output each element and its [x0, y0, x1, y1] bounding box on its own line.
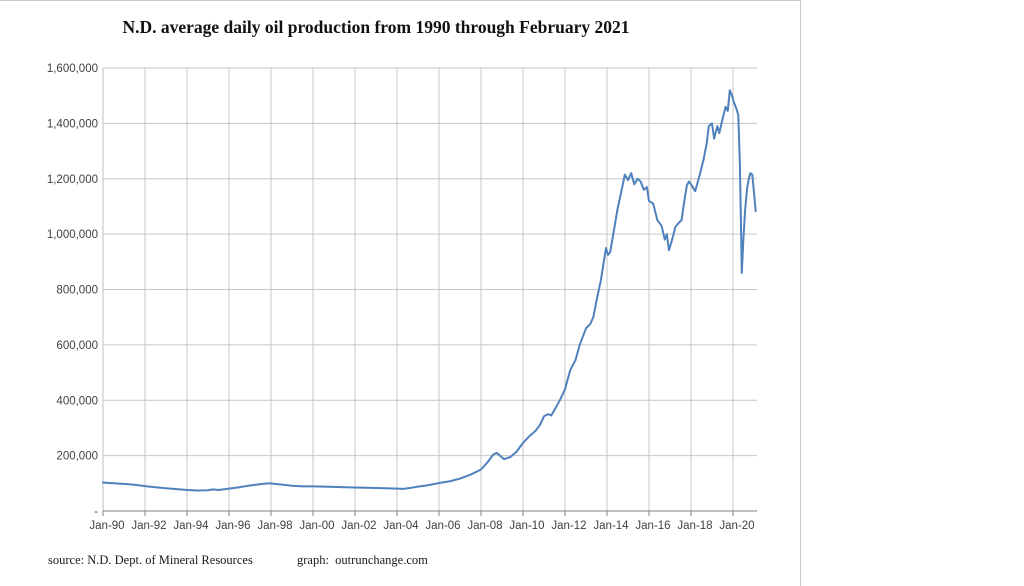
y-tick-label: 1,000,000 — [47, 229, 98, 241]
x-tick-label: Jan-04 — [383, 520, 419, 532]
y-tick-label: - — [94, 506, 98, 518]
y-tick-label: 1,400,000 — [47, 118, 98, 130]
source-attribution: source: N.D. Dept. of Mineral Resources — [48, 553, 253, 567]
y-tick-label: 800,000 — [56, 285, 98, 297]
image-border-right — [800, 0, 801, 586]
y-tick-label: 1,600,000 — [47, 63, 98, 75]
x-tick-label: Jan-14 — [593, 520, 629, 532]
x-tick-label: Jan-20 — [719, 520, 754, 532]
x-tick-label: Jan-00 — [299, 520, 334, 532]
x-tick-label: Jan-08 — [467, 520, 502, 532]
x-tick-label: Jan-12 — [551, 520, 586, 532]
x-tick-label: Jan-18 — [677, 520, 712, 532]
image-border-top — [0, 0, 801, 1]
y-tick-label: 200,000 — [56, 451, 98, 463]
chart-title: N.D. average daily oil production from 1… — [122, 17, 630, 37]
x-tick-label: Jan-94 — [173, 520, 209, 532]
x-tick-label: Jan-16 — [635, 520, 670, 532]
graph-credit: graph: outrunchange.com — [297, 553, 428, 567]
x-tick-label: Jan-06 — [425, 520, 460, 532]
x-tick-label: Jan-10 — [509, 520, 544, 532]
x-tick-label: Jan-96 — [215, 520, 250, 532]
x-tick-label: Jan-98 — [257, 520, 292, 532]
oil-production-series-line — [102, 89, 757, 492]
y-tick-label: 1,200,000 — [47, 174, 98, 186]
x-tick-label: Jan-02 — [341, 520, 376, 532]
y-tick-label: 600,000 — [56, 340, 98, 352]
y-tick-label: 400,000 — [56, 395, 98, 407]
x-tick-label: Jan-90 — [89, 520, 124, 532]
x-tick-label: Jan-92 — [131, 520, 166, 532]
